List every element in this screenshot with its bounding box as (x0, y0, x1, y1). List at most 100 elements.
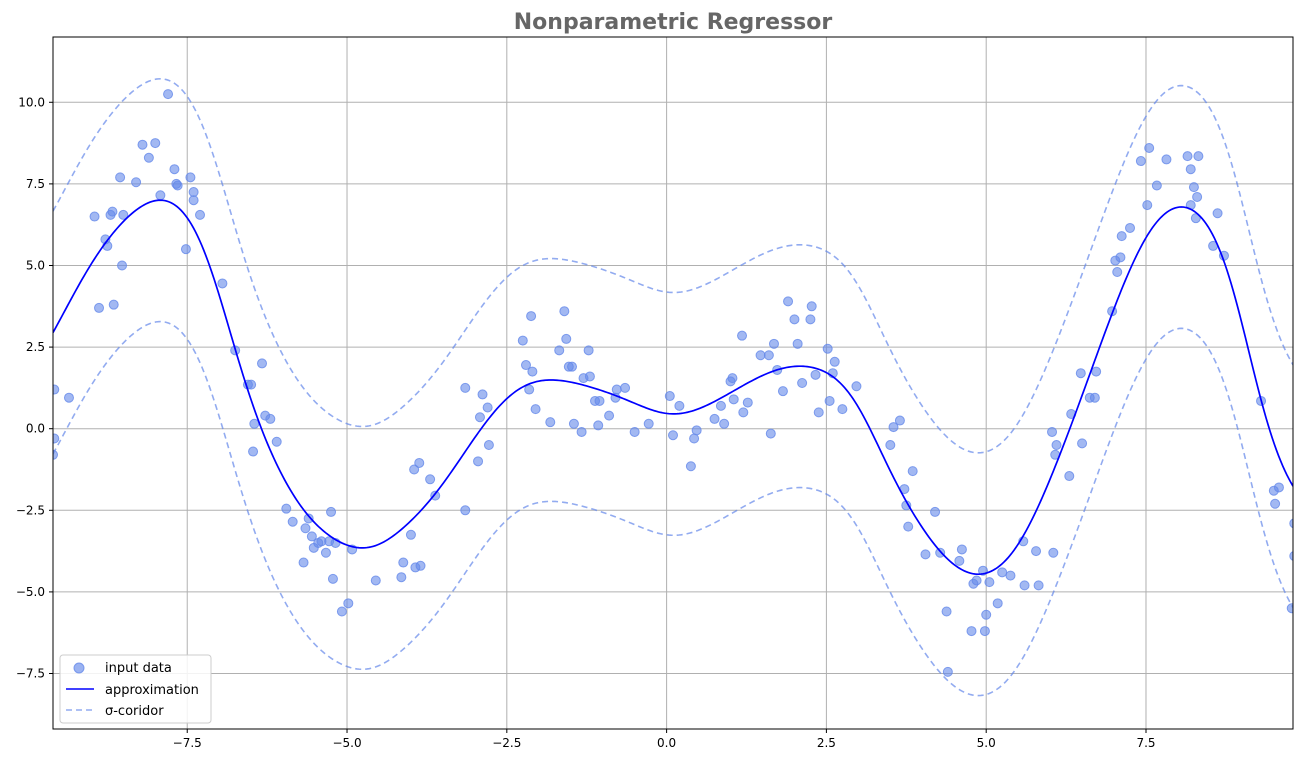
approximation-line (53, 199, 1293, 576)
data-point (257, 358, 268, 369)
data-point (217, 278, 228, 289)
data-point (281, 503, 292, 514)
data-point (561, 333, 572, 344)
data-point (298, 557, 309, 568)
data-point (163, 89, 174, 100)
data-point (169, 164, 180, 175)
data-point (567, 361, 578, 372)
x-tick-label: −2.5 (492, 736, 521, 750)
data-point (1190, 213, 1201, 224)
data-point (396, 572, 407, 583)
plot-frame (52, 36, 1294, 730)
x-tick-label: 7.5 (1136, 736, 1155, 750)
data-point (813, 407, 824, 418)
data-point (783, 296, 794, 307)
data-point (327, 573, 338, 584)
y-tick-label: 10.0 (18, 95, 45, 109)
data-point (755, 350, 766, 361)
data-point (1116, 231, 1127, 242)
data-point (530, 404, 541, 415)
data-point (903, 521, 914, 532)
data-point (343, 598, 354, 609)
data-point (765, 428, 776, 439)
data-point (954, 555, 965, 566)
series-group (53, 77, 1293, 697)
data-point (1289, 551, 1293, 561)
x-tick-label: −7.5 (173, 736, 202, 750)
y-tick-label: 2.5 (26, 340, 45, 354)
data-point (805, 314, 816, 325)
data-point (806, 301, 817, 312)
x-tick-label: 0.0 (657, 736, 676, 750)
data-point (483, 440, 494, 451)
data-point (482, 402, 493, 413)
data-point (425, 474, 436, 485)
data-point (143, 152, 154, 163)
data-point (1192, 191, 1203, 202)
data-point (477, 389, 488, 400)
y-tick-label: −5.0 (16, 585, 45, 599)
data-point (719, 418, 730, 429)
data-point (320, 547, 331, 558)
legend: input data approximation σ-coridor (59, 654, 212, 724)
data-point (737, 330, 748, 341)
data-point (930, 506, 941, 517)
data-point (792, 338, 803, 349)
data-point (829, 356, 840, 367)
chart-title: Nonparametric Regressor (514, 10, 833, 35)
data-point (935, 547, 946, 558)
data-point (956, 544, 967, 555)
data-point (1212, 208, 1223, 219)
data-point (414, 457, 425, 468)
data-point (303, 513, 314, 524)
data-point (336, 606, 347, 617)
data-point (1064, 471, 1075, 482)
data-point (1182, 151, 1193, 162)
data-point (851, 381, 862, 392)
data-point (777, 386, 788, 397)
data-point (271, 436, 282, 447)
data-point (460, 382, 471, 393)
data-point (188, 187, 199, 198)
data-point (306, 531, 317, 542)
data-point (742, 397, 753, 408)
data-point (1112, 267, 1123, 278)
data-point (398, 557, 409, 568)
data-point (1051, 440, 1062, 451)
data-point (118, 209, 129, 220)
data-point (1033, 580, 1044, 591)
data-point (326, 506, 337, 517)
data-point (524, 384, 535, 395)
data-point (517, 335, 528, 346)
data-point (997, 567, 1008, 578)
data-point (405, 529, 416, 540)
data-point (107, 206, 118, 217)
data-point (822, 343, 833, 354)
data-point (1135, 156, 1146, 167)
data-point (629, 426, 640, 437)
legend-box (59, 654, 212, 724)
data-point (1091, 366, 1102, 377)
data-point (984, 577, 995, 588)
x-tick-label: 2.5 (817, 736, 836, 750)
data-point (1125, 222, 1136, 233)
data-point (966, 626, 977, 637)
data-point (568, 418, 579, 429)
data-point (108, 299, 119, 310)
data-point (1019, 580, 1030, 591)
data-point (1005, 570, 1016, 581)
data-point (981, 609, 992, 620)
data-point (460, 505, 471, 516)
data-point (797, 378, 808, 388)
data-point (545, 417, 556, 428)
data-point (554, 345, 565, 356)
data-point (1289, 518, 1293, 529)
data-point (248, 446, 259, 457)
y-tick-label: 0.0 (26, 422, 45, 436)
data-point (763, 350, 774, 361)
data-point (1115, 252, 1126, 263)
legend-label-sigma-coridor: σ-coridor (105, 704, 164, 719)
data-point (1144, 142, 1155, 153)
data-point (1273, 482, 1284, 493)
data-point (155, 190, 166, 201)
